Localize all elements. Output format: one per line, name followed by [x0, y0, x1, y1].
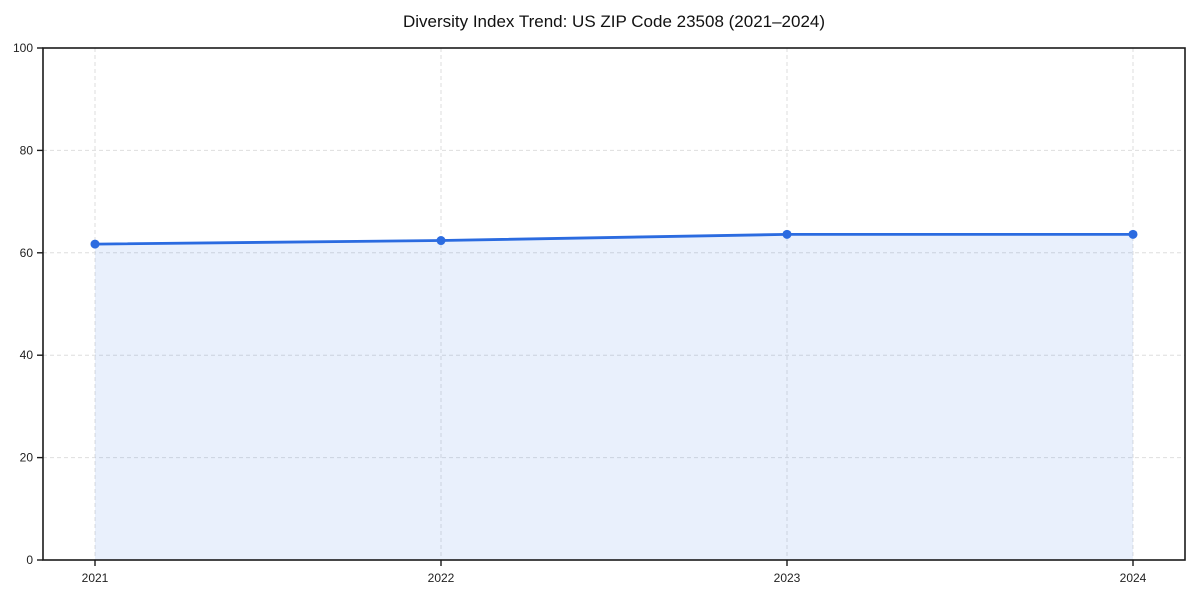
y-tick-label-40: 40 — [20, 348, 34, 362]
y-tick-label-0: 0 — [26, 553, 33, 567]
x-tick-label-2023: 2023 — [774, 571, 801, 585]
y-tick-label-60: 60 — [20, 246, 34, 260]
data-point-2022 — [436, 236, 446, 246]
y-tick-label-20: 20 — [20, 451, 34, 465]
x-tick-label-2022: 2022 — [428, 571, 455, 585]
data-point-2023 — [782, 229, 792, 239]
trend-line — [93, 232, 1135, 246]
x-tick-label-2024: 2024 — [1120, 571, 1147, 585]
data-point-2021 — [90, 239, 100, 249]
x-tick-label-2021: 2021 — [82, 571, 109, 585]
plot-border — [42, 47, 1186, 561]
y-tick-label-100: 100 — [13, 41, 33, 55]
area-fill — [95, 234, 1133, 561]
data-point-2024 — [1128, 229, 1138, 239]
y-tick-label-80: 80 — [20, 143, 34, 157]
chart-title: Diversity Index Trend: US ZIP Code 23508… — [402, 12, 826, 31]
